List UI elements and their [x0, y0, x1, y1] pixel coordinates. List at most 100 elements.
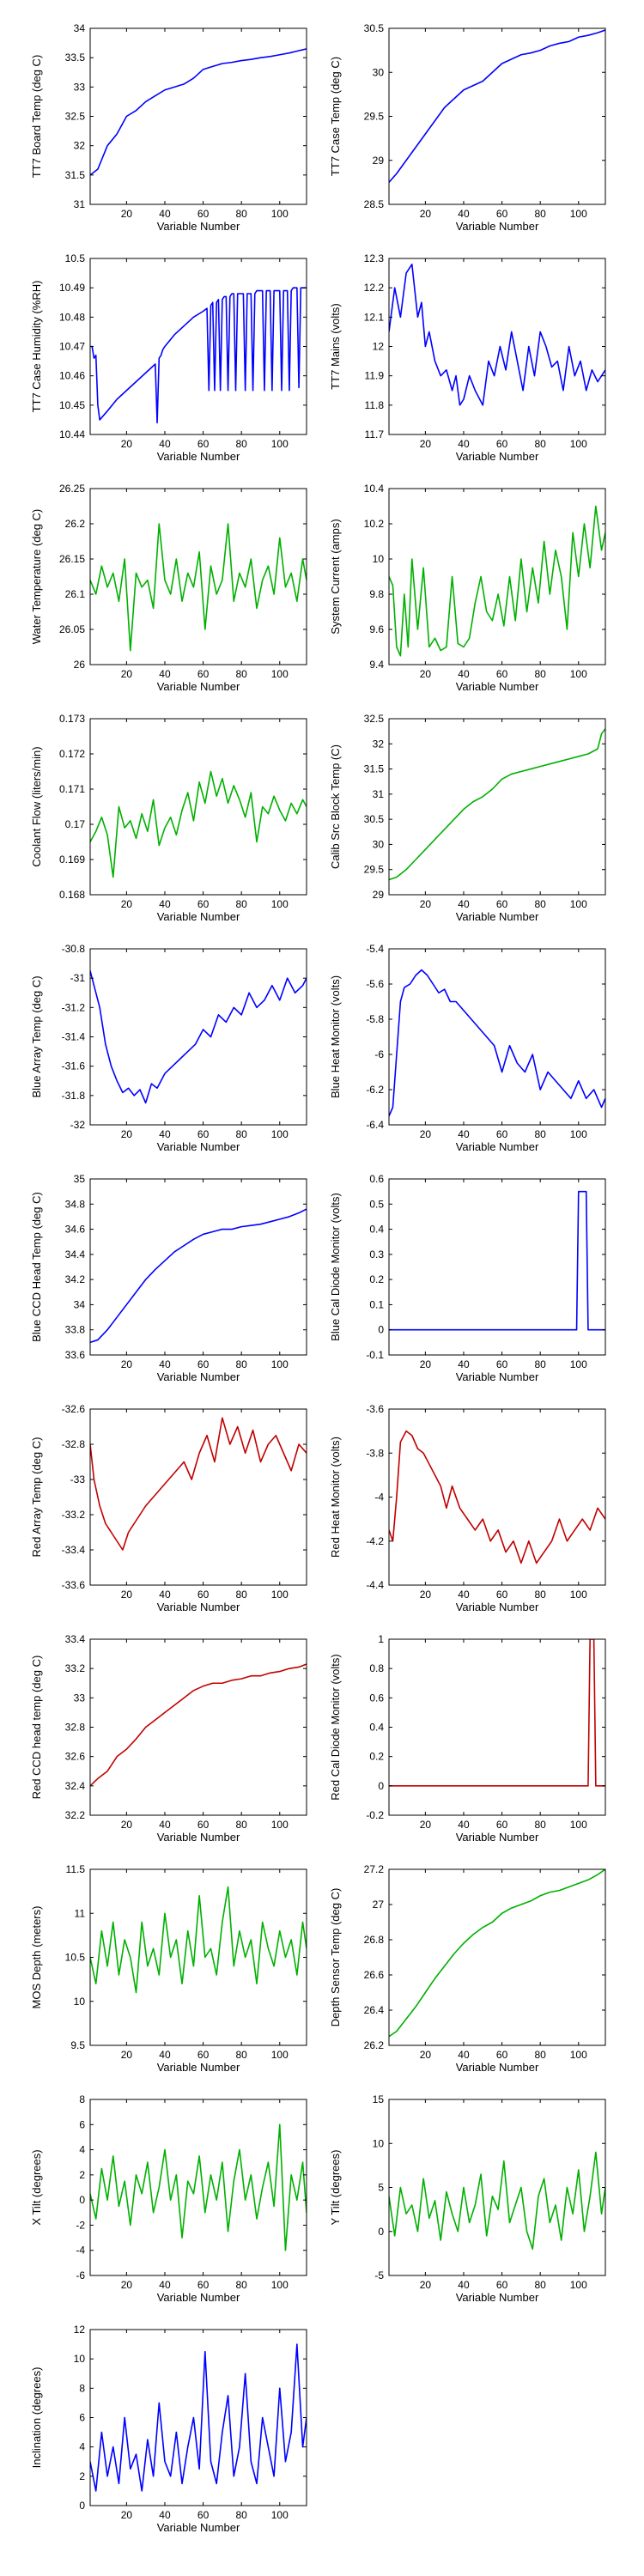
chart-6-system-current-amps-y-axis-label: System Current (amps) [329, 519, 342, 634]
chart-7-coolant-flow-liters-min-y-tick-label: 0.169 [59, 854, 85, 866]
chart-7-coolant-flow-liters-min-axes-frame [89, 718, 307, 896]
chart-1-tt7-board-temp-deg-c-x-tick-label: 100 [271, 208, 289, 220]
chart-1-tt7-board-temp-deg-c-x-axis-label: Variable Number [157, 220, 240, 233]
chart-1-tt7-board-temp-deg-c-x-tick-label: 60 [197, 208, 210, 220]
chart-11-blue-ccd-head-temp-deg-c-x-axis-label: Variable Number [157, 1370, 240, 1383]
chart-6-system-current-amps-y-tick-label: 9.8 [369, 588, 384, 600]
chart-4-tt7-mains-volts-y-axis-label: TT7 Mains (volts) [329, 303, 342, 389]
chart-3-tt7-case-humidity-rh-y-tick-label: 10.48 [59, 311, 85, 323]
chart-14-red-heat-monitor-volts: 20 40 60 80 100 -4.4 -4.2 -4 -3.8 -3.6 Variable Nu… [329, 1403, 606, 1613]
chart-6-system-current-amps-x-tick-label: 80 [534, 668, 546, 680]
chart-18-depth-sensor-temp-deg-c-x-tick-label: 100 [570, 2049, 587, 2061]
chart-10-blue-heat-monitor-volts-y-tick-label: -6 [374, 1048, 384, 1060]
chart-15-red-ccd-head-temp-deg-c-series-line [90, 1663, 307, 1787]
chart-7-coolant-flow-liters-min-x-axis-label: Variable Number [157, 910, 240, 923]
chart-6-system-current-amps-y-tick-label: 10.2 [364, 518, 385, 530]
chart-21-inclination-degrees-x-tick-label: 100 [271, 2509, 289, 2521]
chart-1-tt7-board-temp-deg-c-y-tick-label: 33.5 [65, 52, 86, 64]
chart-1-tt7-board-temp-deg-c-axes-frame [89, 27, 307, 205]
chart-9-blue-array-temp-deg-c-x-tick-label: 80 [235, 1128, 247, 1140]
chart-13-red-array-temp-deg-c-axes-frame [89, 1408, 307, 1586]
chart-15-red-ccd-head-temp-deg-c-y-tick-label: 33.2 [65, 1662, 86, 1674]
chart-16-red-cal-diode-monitor-volts-y-tick-label: 0.4 [369, 1722, 384, 1734]
chart-3-tt7-case-humidity-rh-y-tick-label: 10.49 [59, 282, 85, 294]
chart-3-tt7-case-humidity-rh-y-axis-label: TT7 Case Humidity (%RH) [30, 281, 43, 413]
chart-15-red-ccd-head-temp-deg-c-y-tick-label: 32.2 [65, 1809, 86, 1821]
chart-7-coolant-flow-liters-min-y-tick-label: 0.17 [65, 818, 86, 830]
chart-21-inclination-degrees-x-tick-label: 60 [197, 2509, 210, 2521]
chart-7-coolant-flow-liters-min: 20 40 60 80 100 0.168 0.169 0.17 0.171 0.172 0.173… [30, 713, 307, 923]
chart-20-y-tilt-degrees-x-axis-label: Variable Number [456, 2291, 539, 2304]
chart-15-red-ccd-head-temp-deg-c-x-tick-label: 60 [197, 1819, 210, 1831]
chart-8-calib-src-block-temp-c-y-tick-label: 29.5 [364, 864, 385, 876]
chart-15-red-ccd-head-temp-deg-c-x-tick-label: 40 [159, 1819, 171, 1831]
chart-4-tt7-mains-volts-y-tick-label: 11.9 [365, 370, 385, 382]
chart-12-blue-cal-diode-monitor-volts-y-tick-label: 0.6 [369, 1173, 384, 1185]
chart-12-blue-cal-diode-monitor-volts-y-tick-label: -0.1 [366, 1349, 384, 1361]
chart-17-mos-depth-meters-x-tick-label: 20 [121, 2049, 133, 2061]
chart-8-calib-src-block-temp-c-x-tick-label: 20 [420, 898, 432, 910]
chart-21-inclination-degrees-y-axis-label: Inclination (degrees) [30, 2367, 43, 2469]
chart-9-blue-array-temp-deg-c-y-tick-label: -31.2 [62, 1001, 86, 1013]
chart-2-tt7-case-temp-deg-c-series-line [389, 29, 605, 183]
chart-11-blue-ccd-head-temp-deg-c-x-tick-label: 60 [197, 1358, 210, 1370]
chart-20-y-tilt-degrees-y-tick-label: 5 [378, 2182, 384, 2194]
chart-21-inclination-degrees-x-tick-label: 80 [235, 2509, 247, 2521]
chart-8-calib-src-block-temp-c: 20 40 60 80 100 29 29.5 30 30.5 31 31.5 32 32.5 Varia… [329, 713, 606, 923]
chart-8-calib-src-block-temp-c-x-axis-label: Variable Number [456, 910, 539, 923]
chart-11-blue-ccd-head-temp-deg-c-y-tick-label: 34 [74, 1298, 86, 1310]
chart-9-blue-array-temp-deg-c-x-tick-label: 100 [271, 1128, 289, 1140]
chart-17-mos-depth-meters-y-tick-label: 10.5 [65, 1952, 86, 1964]
chart-19-x-tilt-degrees-y-tick-label: -6 [76, 2269, 85, 2281]
chart-7-coolant-flow-liters-min-x-tick-label: 100 [271, 898, 289, 910]
chart-6-system-current-amps-x-tick-label: 20 [420, 668, 432, 680]
chart-13-red-array-temp-deg-c-series-line [90, 1417, 307, 1551]
chart-12-blue-cal-diode-monitor-volts-x-axis-label: Variable Number [456, 1370, 539, 1383]
chart-14-red-heat-monitor-volts-y-axis-label: Red Heat Monitor (volts) [329, 1437, 342, 1558]
chart-15-red-ccd-head-temp-deg-c-y-tick-label: 33.4 [65, 1633, 86, 1645]
chart-5-water-temperature-deg-c: 20 40 60 80 100 26 26.05 26.1 26.15 26.2 26.25 Vari… [30, 483, 307, 693]
chart-15-red-ccd-head-temp-deg-c-y-tick-label: 33 [74, 1692, 86, 1704]
chart-20-y-tilt-degrees: 20 40 60 80 100 -5 0 5 10 15 Variable Number Y Tilt… [329, 2093, 606, 2304]
chart-2-tt7-case-temp-deg-c-axes-frame [388, 27, 606, 205]
chart-12-blue-cal-diode-monitor-volts-x-tick-label: 100 [570, 1358, 587, 1370]
chart-21-inclination-degrees-axes-frame [89, 2329, 307, 2506]
chart-21-inclination-degrees-x-tick-label: 20 [121, 2509, 133, 2521]
chart-15-red-ccd-head-temp-deg-c-y-axis-label: Red CCD head temp (deg C) [30, 1656, 43, 1800]
chart-8-calib-src-block-temp-c-x-tick-label: 60 [496, 898, 508, 910]
chart-3-tt7-case-humidity-rh-axes-frame [89, 258, 307, 435]
chart-16-red-cal-diode-monitor-volts-y-tick-label: 0.8 [369, 1662, 384, 1674]
chart-14-red-heat-monitor-volts-x-axis-label: Variable Number [456, 1601, 539, 1613]
chart-10-blue-heat-monitor-volts: 20 40 60 80 100 -6.4 -6.2 -6 -5.8 -5.6 -5.4 Variabl… [329, 943, 606, 1153]
chart-4-tt7-mains-volts-x-tick-label: 80 [534, 438, 546, 450]
chart-4-tt7-mains-volts-axes-frame [388, 258, 606, 435]
chart-14-red-heat-monitor-volts-y-tick-label: -3.8 [366, 1447, 384, 1459]
chart-14-red-heat-monitor-volts-x-tick-label: 60 [496, 1589, 508, 1601]
chart-5-water-temperature-deg-c-x-tick-label: 100 [271, 668, 289, 680]
chart-4-tt7-mains-volts-x-tick-label: 100 [570, 438, 587, 450]
chart-1-tt7-board-temp-deg-c-y-axis-label: TT7 Board Temp (deg C) [30, 55, 43, 179]
chart-8-calib-src-block-temp-c-y-tick-label: 32 [373, 738, 385, 750]
chart-18-depth-sensor-temp-deg-c-x-tick-label: 20 [420, 2049, 432, 2061]
chart-18-depth-sensor-temp-deg-c-axes-frame [388, 1868, 606, 2046]
chart-16-red-cal-diode-monitor-volts-y-tick-label: -0.2 [366, 1809, 384, 1821]
chart-10-blue-heat-monitor-volts-axes-frame [388, 948, 606, 1126]
chart-10-blue-heat-monitor-volts-y-tick-label: -6.4 [366, 1119, 384, 1131]
chart-20-y-tilt-degrees-y-tick-label: -5 [374, 2269, 384, 2281]
chart-11-blue-ccd-head-temp-deg-c-y-tick-label: 34.4 [65, 1249, 86, 1261]
chart-5-water-temperature-deg-c-y-tick-label: 26.05 [59, 623, 85, 635]
chart-16-red-cal-diode-monitor-volts-series-line [389, 1639, 605, 1787]
chart-5-water-temperature-deg-c-y-axis-label: Water Temperature (deg C) [30, 509, 43, 645]
chart-5-water-temperature-deg-c-series-line [90, 523, 307, 652]
chart-4-tt7-mains-volts-y-tick-label: 12.1 [364, 311, 385, 323]
chart-8-calib-src-block-temp-c-y-tick-label: 31 [373, 788, 385, 800]
chart-6-system-current-amps-series-line [389, 505, 605, 657]
chart-15-red-ccd-head-temp-deg-c-axes-frame [89, 1638, 307, 1816]
chart-5-water-temperature-deg-c-x-tick-label: 20 [121, 668, 133, 680]
chart-14-red-heat-monitor-volts-x-tick-label: 20 [420, 1589, 432, 1601]
chart-9-blue-array-temp-deg-c-x-tick-label: 60 [197, 1128, 210, 1140]
chart-19-x-tilt-degrees-x-tick-label: 60 [197, 2279, 210, 2291]
chart-9-blue-array-temp-deg-c-y-tick-label: -31 [70, 972, 86, 984]
chart-3-tt7-case-humidity-rh-y-tick-label: 10.45 [59, 399, 85, 411]
